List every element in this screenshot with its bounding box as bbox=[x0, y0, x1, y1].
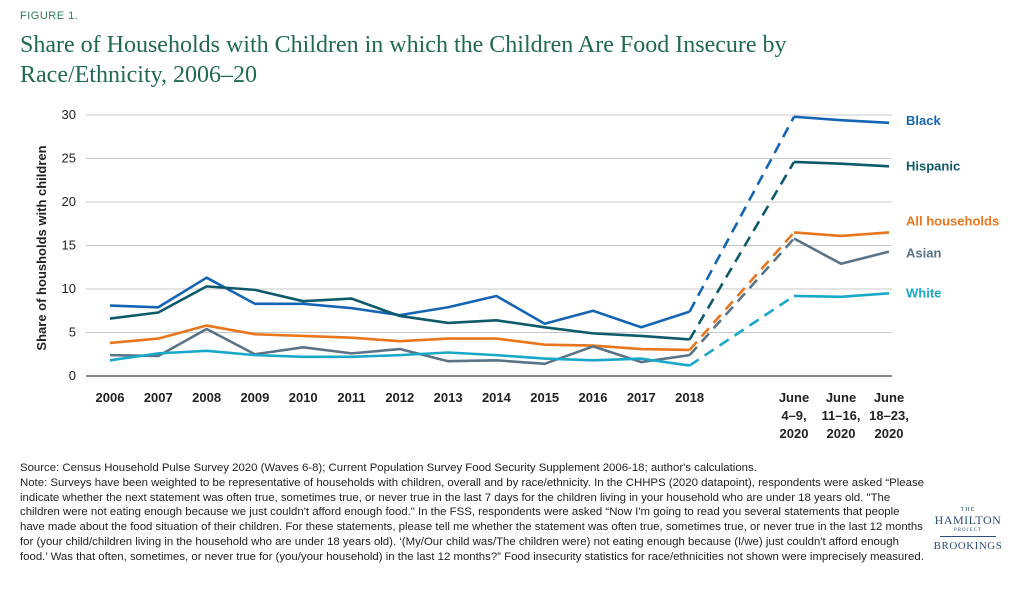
hamilton-brookings-logo: THE HAMILTON PROJECT BROOKINGS bbox=[928, 507, 1008, 553]
methodology-note: Note: Surveys have been weighted to be r… bbox=[20, 476, 924, 563]
x-tick-label: 18–23, bbox=[869, 408, 909, 423]
series-label: All households bbox=[906, 213, 999, 228]
gridlines bbox=[86, 114, 892, 377]
y-axis-label: Share of housholds with children bbox=[34, 145, 49, 350]
x-tick-label: June bbox=[779, 390, 809, 405]
chart-title: Share of Households with Children in whi… bbox=[20, 32, 787, 88]
x-tick-label: 2015 bbox=[530, 390, 559, 405]
x-tick-label: 4–9, bbox=[781, 408, 806, 423]
y-tick-label: 5 bbox=[69, 325, 76, 340]
x-tick-label: June bbox=[874, 390, 904, 405]
x-tick-label: 2020 bbox=[827, 426, 856, 441]
logo-divider bbox=[940, 536, 996, 537]
x-tick-label: 2007 bbox=[144, 390, 173, 405]
x-tick-label: 2010 bbox=[289, 390, 318, 405]
chart-footer: Source: Census Household Pulse Survey 20… bbox=[20, 461, 925, 565]
x-tick-label: 2020 bbox=[780, 426, 809, 441]
y-axis-ticks: 0 5 10 15 20 25 30 bbox=[62, 107, 76, 383]
x-tick-label: 2011 bbox=[337, 390, 365, 405]
logo-project: PROJECT bbox=[953, 528, 983, 533]
figure-label: FIGURE 1. bbox=[20, 10, 79, 22]
series-line-survey bbox=[793, 237, 890, 266]
y-tick-label: 25 bbox=[62, 151, 76, 166]
x-tick-label: 2017 bbox=[627, 390, 656, 405]
series-line-survey bbox=[793, 292, 890, 299]
source-note: Source: Census Household Pulse Survey 20… bbox=[20, 462, 757, 474]
y-tick-label: 30 bbox=[62, 107, 76, 122]
y-tick-label: 20 bbox=[62, 194, 76, 209]
logo-the: THE bbox=[960, 507, 976, 513]
series-line-survey bbox=[793, 160, 890, 168]
x-tick-label: 2009 bbox=[240, 390, 269, 405]
series-line-survey bbox=[793, 231, 890, 238]
series-line-gap bbox=[688, 294, 795, 367]
series-lines bbox=[109, 115, 890, 367]
series-line-annual bbox=[109, 349, 690, 367]
series-line-annual bbox=[109, 276, 691, 329]
x-tick-label: 2018 bbox=[675, 390, 704, 405]
series-line-gap bbox=[688, 231, 795, 351]
series-line-gap bbox=[688, 237, 795, 356]
x-tick-label: 2006 bbox=[96, 390, 125, 405]
series-label: Asian bbox=[906, 246, 941, 261]
series-label: Black bbox=[906, 113, 941, 128]
x-tick-label: 2013 bbox=[434, 390, 463, 405]
series-line-annual bbox=[109, 324, 690, 352]
y-tick-label: 0 bbox=[69, 368, 76, 383]
series-label: Hispanic bbox=[906, 158, 960, 173]
x-tick-label: 2016 bbox=[579, 390, 608, 405]
logo-hamilton: HAMILTON bbox=[934, 513, 1002, 527]
series-label: White bbox=[906, 285, 941, 300]
series-line-gap bbox=[688, 161, 796, 341]
x-axis-ticks: 2006 2007 2008 2009 2010 2011 2012 2013 2014 2015… bbox=[96, 390, 909, 441]
series-line-annual bbox=[109, 285, 690, 341]
y-tick-label: 10 bbox=[62, 281, 76, 296]
series-line-survey bbox=[793, 115, 890, 125]
logo-brookings: BROOKINGS bbox=[933, 540, 1003, 552]
x-tick-label: June bbox=[826, 390, 856, 405]
line-chart: 0 5 10 15 20 25 30 2006 2007 2008 2009 2010 2011 201… bbox=[34, 107, 999, 441]
x-tick-label: 11–16, bbox=[821, 408, 860, 423]
x-tick-label: 2008 bbox=[192, 390, 221, 405]
x-tick-label: 2014 bbox=[482, 390, 512, 405]
y-tick-label: 15 bbox=[62, 238, 76, 253]
x-tick-label: 2012 bbox=[385, 390, 414, 405]
x-tick-label: 2020 bbox=[875, 426, 904, 441]
series-line-gap bbox=[688, 116, 796, 313]
series-line-annual bbox=[109, 327, 690, 366]
series-labels: Black Hispanic All households Asian White bbox=[906, 113, 999, 301]
